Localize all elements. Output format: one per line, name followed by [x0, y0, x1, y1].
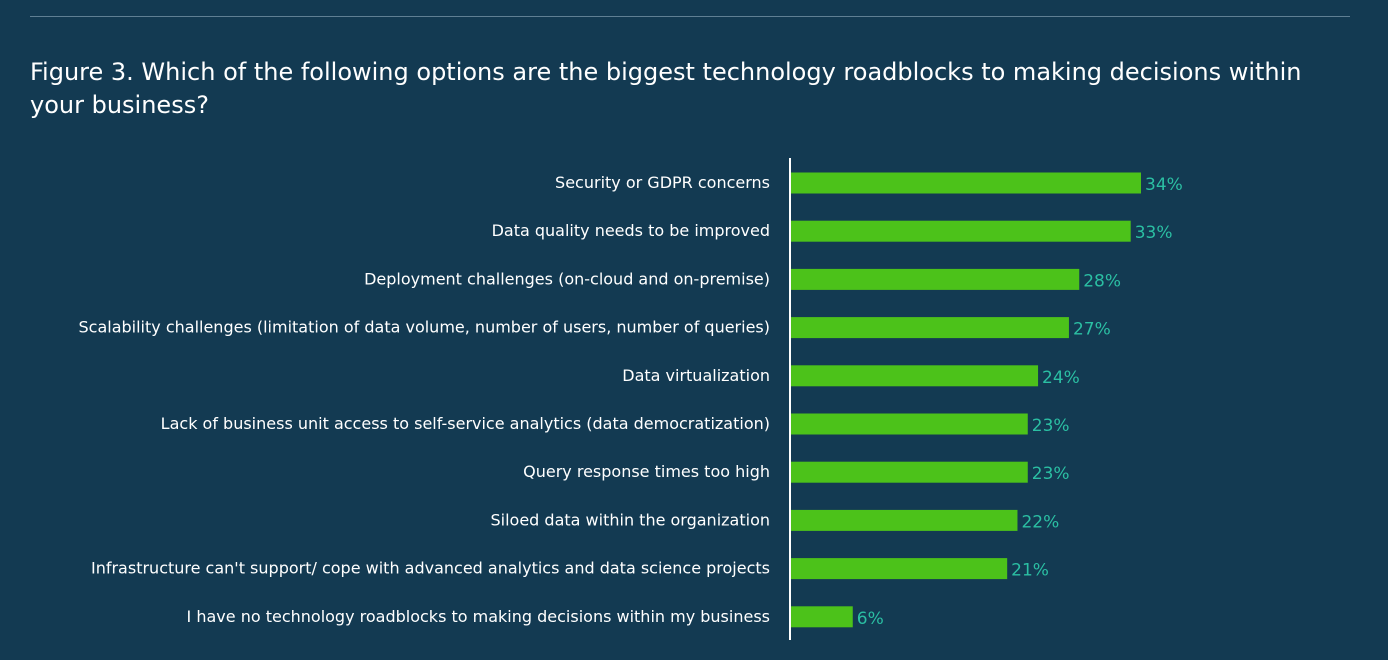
- category-label: Siloed data within the organization: [491, 510, 771, 529]
- value-label: 28%: [1083, 271, 1121, 291]
- bar: [791, 558, 1008, 580]
- bar: [791, 461, 1028, 483]
- bar: [791, 172, 1141, 194]
- value-label: 23%: [1032, 416, 1070, 436]
- top-divider: [30, 16, 1350, 17]
- bar-row: Scalability challenges (limitation of da…: [79, 317, 1111, 340]
- bar: [791, 268, 1080, 290]
- bar: [791, 365, 1039, 387]
- bar-row: Data virtualization 24%: [622, 365, 1080, 388]
- chart-title: Figure 3. Which of the following options…: [30, 58, 1302, 119]
- bar-row: Siloed data within the organization 22%: [491, 509, 1059, 532]
- category-label: Infrastructure can't support/ cope with …: [91, 559, 770, 578]
- bar: [791, 606, 853, 628]
- value-label: 24%: [1042, 368, 1080, 388]
- bar-row: Deployment challenges (on-cloud and on-p…: [364, 268, 1121, 291]
- bar: [791, 509, 1018, 531]
- category-label: Security or GDPR concerns: [555, 173, 770, 192]
- value-label: 22%: [1021, 512, 1059, 532]
- category-label: Data quality needs to be improved: [492, 221, 770, 240]
- category-label: Query response times too high: [523, 462, 770, 481]
- bar-row: Security or GDPR concerns 34%: [555, 172, 1183, 195]
- category-label: Deployment challenges (on-cloud and on-p…: [364, 269, 770, 288]
- bar: [791, 220, 1131, 242]
- bar: [791, 317, 1069, 339]
- value-label: 34%: [1145, 175, 1183, 195]
- bar-row: I have no technology roadblocks to makin…: [187, 606, 884, 629]
- bar: [791, 413, 1028, 435]
- bar-row: Infrastructure can't support/ cope with …: [91, 558, 1049, 581]
- value-label: 21%: [1011, 561, 1049, 581]
- value-label: 6%: [857, 609, 884, 629]
- value-label: 23%: [1032, 464, 1070, 484]
- category-label: Lack of business unit access to self-ser…: [161, 414, 770, 433]
- value-label: 33%: [1135, 223, 1173, 243]
- bar-row: Lack of business unit access to self-ser…: [161, 413, 1070, 436]
- category-label: Data virtualization: [622, 366, 770, 385]
- category-label: Scalability challenges (limitation of da…: [79, 318, 771, 337]
- bar-row: Data quality needs to be improved 33%: [492, 220, 1173, 243]
- value-label: 27%: [1073, 320, 1111, 340]
- bar-row: Query response times too high 23%: [523, 461, 1070, 484]
- category-label: I have no technology roadblocks to makin…: [187, 607, 770, 626]
